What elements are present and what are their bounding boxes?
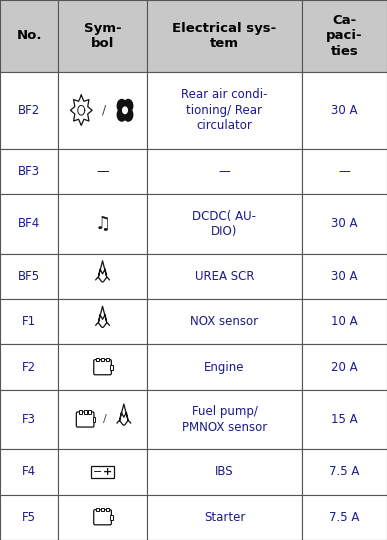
Circle shape <box>123 107 127 113</box>
Bar <box>0 449 58 495</box>
Bar <box>58 449 147 495</box>
Bar <box>302 299 387 345</box>
Bar <box>58 299 147 345</box>
Text: 15 A: 15 A <box>331 413 358 426</box>
Bar <box>0 149 58 194</box>
Bar <box>58 194 147 253</box>
Text: Fuel pump/
PMNOX sensor: Fuel pump/ PMNOX sensor <box>182 405 267 434</box>
Text: 30 A: 30 A <box>331 218 358 231</box>
Text: 10 A: 10 A <box>331 315 358 328</box>
Text: BF4: BF4 <box>18 218 40 231</box>
Text: F2: F2 <box>22 361 36 374</box>
Bar <box>302 345 387 390</box>
Text: 20 A: 20 A <box>331 361 358 374</box>
Circle shape <box>117 99 126 112</box>
Bar <box>101 508 104 511</box>
Text: —: — <box>219 165 230 178</box>
Bar <box>302 72 387 149</box>
Text: Starter: Starter <box>204 511 245 524</box>
Bar <box>302 194 387 253</box>
Bar <box>147 194 302 253</box>
Bar <box>0 345 58 390</box>
FancyBboxPatch shape <box>76 412 94 427</box>
Bar <box>0 390 58 449</box>
Bar <box>147 149 302 194</box>
Bar <box>147 449 302 495</box>
Bar <box>147 72 302 149</box>
Bar <box>110 365 113 369</box>
Text: Ca-
paci-
ties: Ca- paci- ties <box>326 14 363 58</box>
Text: F3: F3 <box>22 413 36 426</box>
Text: +: + <box>103 467 112 477</box>
Bar <box>88 410 91 414</box>
Text: Sym-
bol: Sym- bol <box>84 22 122 50</box>
Bar <box>84 410 87 414</box>
Bar <box>79 410 82 414</box>
Bar <box>110 515 113 519</box>
Text: —: — <box>96 165 109 178</box>
Bar <box>101 358 104 361</box>
Text: F1: F1 <box>22 315 36 328</box>
Bar <box>147 390 302 449</box>
Bar <box>106 358 109 361</box>
Bar <box>0 72 58 149</box>
Bar <box>147 299 302 345</box>
Bar <box>0 299 58 345</box>
Text: BF3: BF3 <box>18 165 40 178</box>
Text: Engine: Engine <box>204 361 245 374</box>
Text: /: / <box>103 104 106 117</box>
Bar <box>147 345 302 390</box>
Bar <box>0 194 58 253</box>
Bar <box>58 149 147 194</box>
Bar <box>147 253 302 299</box>
Text: 30 A: 30 A <box>331 104 358 117</box>
Text: Rear air condi-
tioning/ Rear
circulator: Rear air condi- tioning/ Rear circulator <box>181 88 268 132</box>
Bar <box>302 390 387 449</box>
Text: ♫: ♫ <box>94 215 111 233</box>
Text: 7.5 A: 7.5 A <box>329 465 360 478</box>
Circle shape <box>124 99 133 112</box>
Text: /: / <box>103 415 106 424</box>
Bar <box>0 0 58 72</box>
Bar <box>58 495 147 540</box>
Bar <box>58 253 147 299</box>
Bar <box>58 72 147 149</box>
Bar <box>302 253 387 299</box>
FancyBboxPatch shape <box>94 510 111 525</box>
Bar <box>147 495 302 540</box>
Bar <box>0 253 58 299</box>
Text: DCDC( AU-
DIO): DCDC( AU- DIO) <box>192 210 257 238</box>
Text: F4: F4 <box>22 465 36 478</box>
Bar <box>91 465 114 478</box>
Bar <box>302 449 387 495</box>
Bar <box>302 149 387 194</box>
Text: No.: No. <box>16 29 42 42</box>
Circle shape <box>124 109 133 121</box>
FancyBboxPatch shape <box>94 360 111 375</box>
Text: −: − <box>93 467 103 477</box>
Bar <box>147 0 302 72</box>
Bar <box>93 417 95 422</box>
Text: UREA SCR: UREA SCR <box>195 270 254 283</box>
Text: 30 A: 30 A <box>331 270 358 283</box>
Text: 7.5 A: 7.5 A <box>329 511 360 524</box>
Bar <box>106 508 109 511</box>
Text: IBS: IBS <box>215 465 234 478</box>
Text: F5: F5 <box>22 511 36 524</box>
Circle shape <box>117 109 126 121</box>
Text: BF5: BF5 <box>18 270 40 283</box>
Text: BF2: BF2 <box>18 104 40 117</box>
Bar <box>96 508 99 511</box>
Bar <box>0 495 58 540</box>
Text: —: — <box>339 165 350 178</box>
Bar <box>58 345 147 390</box>
Text: NOX sensor: NOX sensor <box>190 315 259 328</box>
Bar <box>58 390 147 449</box>
Bar <box>302 495 387 540</box>
Bar <box>96 358 99 361</box>
Bar <box>302 0 387 72</box>
Bar <box>58 0 147 72</box>
Text: Electrical sys-
tem: Electrical sys- tem <box>172 22 277 50</box>
